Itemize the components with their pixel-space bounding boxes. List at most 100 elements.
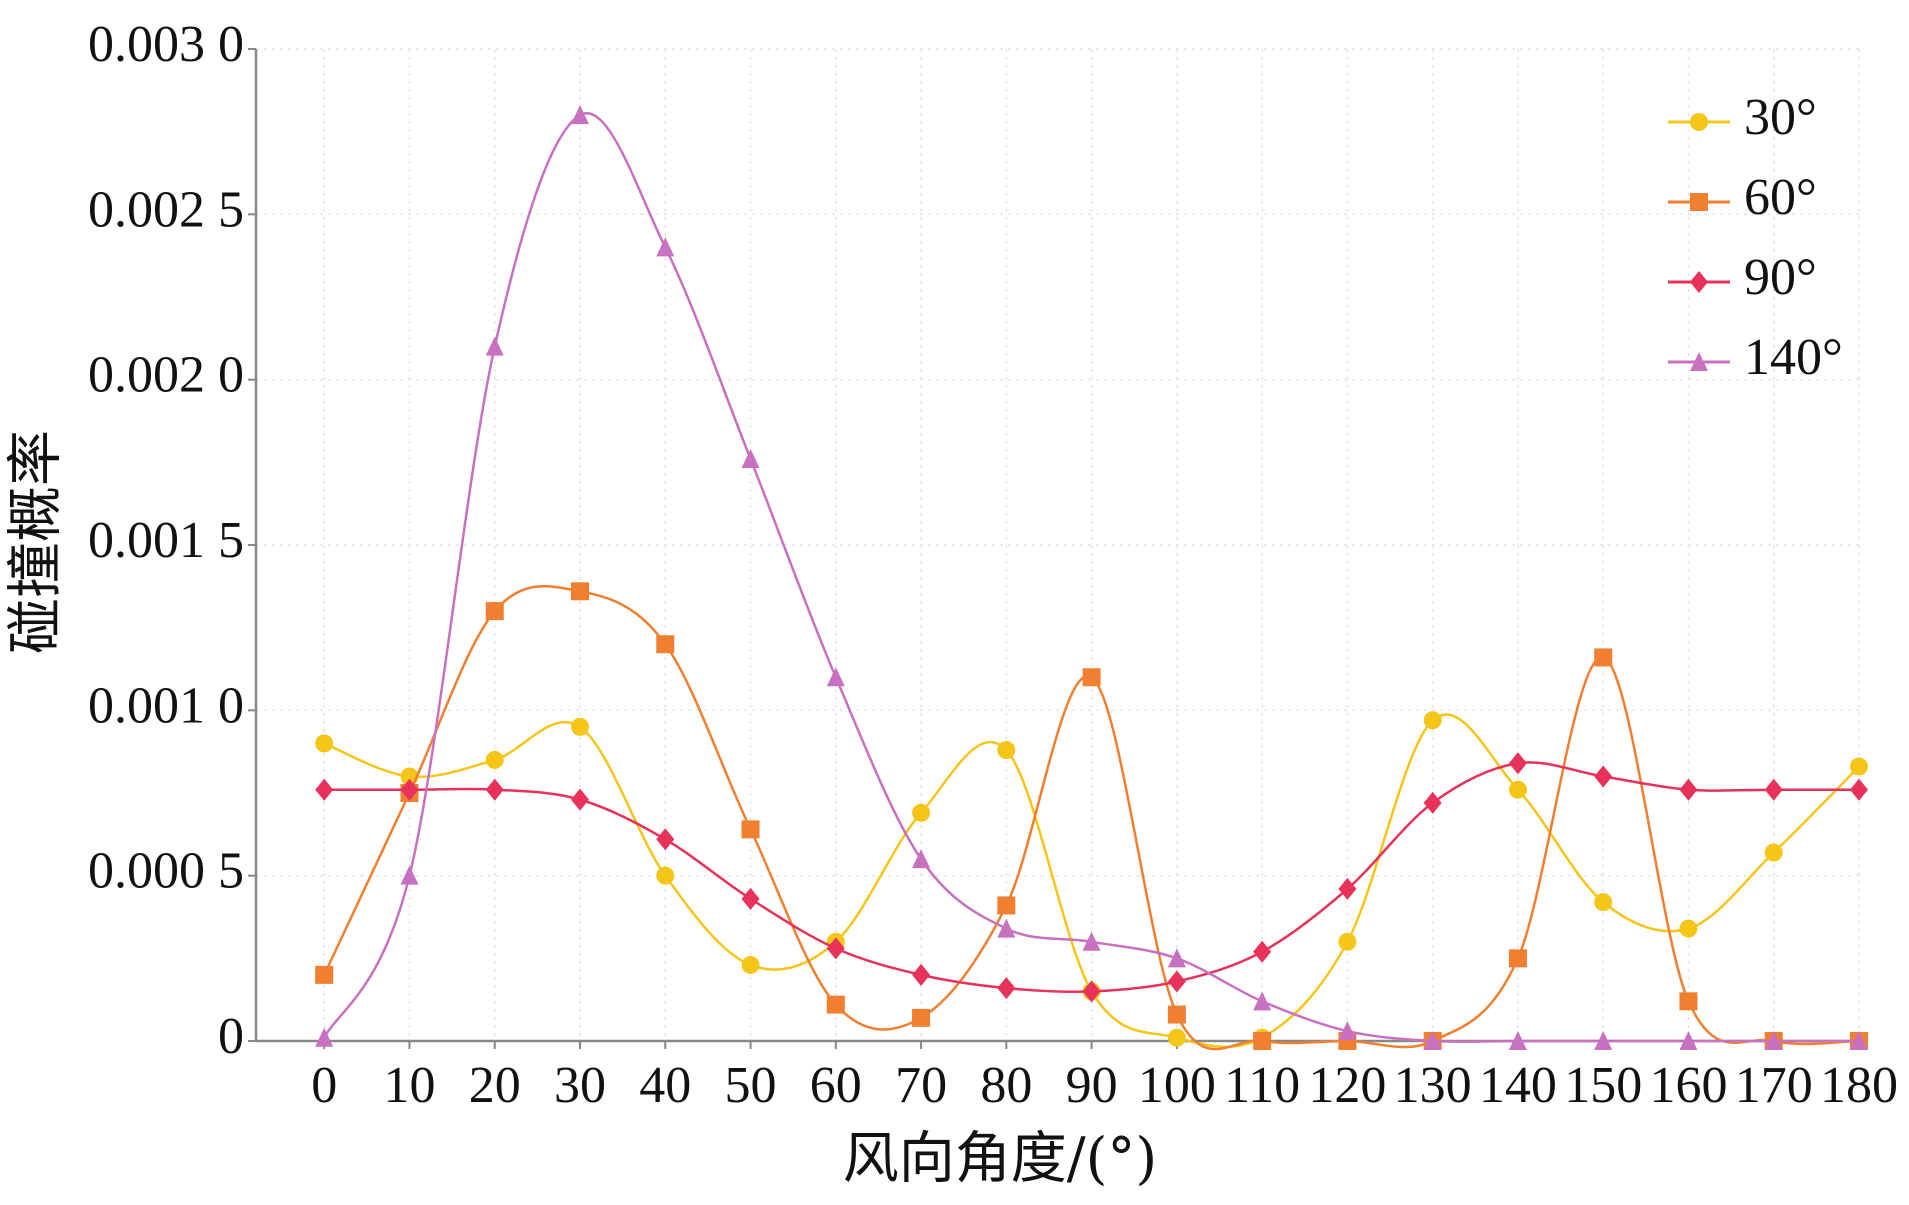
marker <box>1690 113 1708 131</box>
marker <box>656 635 675 654</box>
marker <box>1764 778 1783 801</box>
marker <box>997 896 1016 915</box>
marker <box>656 237 675 257</box>
x-tick-label: 120 <box>1308 1057 1386 1114</box>
marker <box>997 741 1016 760</box>
x-tick-label: 10 <box>383 1057 435 1114</box>
marker <box>1167 1028 1186 1047</box>
marker <box>1679 919 1698 938</box>
marker <box>826 995 845 1014</box>
marker <box>1764 1031 1783 1050</box>
y-tick-label: 0.002 5 <box>88 181 244 238</box>
marker <box>1423 1031 1442 1050</box>
marker <box>1423 711 1442 730</box>
marker <box>1594 648 1613 667</box>
marker <box>1423 791 1442 814</box>
marker <box>1082 931 1101 951</box>
y-tick-label: 0.001 0 <box>88 677 244 734</box>
y-tick-label: 0.002 0 <box>88 347 244 404</box>
x-tick-label: 110 <box>1224 1057 1300 1114</box>
legend: 30° 60° 90° 140° <box>1668 89 1843 386</box>
marker <box>315 1027 334 1047</box>
marker <box>485 778 504 801</box>
marker <box>741 449 760 469</box>
marker <box>1338 877 1357 900</box>
marker <box>571 105 590 125</box>
marker <box>1690 352 1708 371</box>
y-axis-title: 碰撞概率 <box>4 430 69 654</box>
marker <box>1679 1031 1698 1050</box>
marker <box>1082 980 1101 1003</box>
x-axis-title: 风向角度/(°) <box>843 1127 1158 1192</box>
x-tick-label: 180 <box>1820 1057 1898 1114</box>
legend-item: 30° <box>1668 89 1817 146</box>
marker <box>400 778 419 801</box>
y-tick-label: 0 <box>218 1008 244 1065</box>
marker <box>400 865 419 885</box>
marker <box>1167 1005 1186 1024</box>
y-tick-label: 0.001 5 <box>88 512 244 569</box>
marker <box>315 734 334 753</box>
marker <box>1253 940 1272 963</box>
marker <box>1594 893 1613 912</box>
marker <box>1508 752 1527 775</box>
y-tick-label: 0.003 0 <box>88 16 244 73</box>
x-tick-label: 50 <box>725 1057 777 1114</box>
marker <box>485 336 504 356</box>
y-tick-label: 0.000 5 <box>88 843 244 900</box>
marker <box>741 887 760 910</box>
marker <box>1764 843 1783 862</box>
marker <box>1082 668 1101 687</box>
x-tick-label: 80 <box>980 1057 1032 1114</box>
marker <box>741 955 760 974</box>
marker <box>912 1008 931 1027</box>
marker <box>741 820 760 839</box>
marker <box>1850 1031 1868 1050</box>
marker <box>1594 765 1613 788</box>
legend-item: 140° <box>1668 329 1843 386</box>
x-tick-label: 100 <box>1138 1057 1216 1114</box>
marker <box>1167 970 1186 993</box>
legend-label: 60° <box>1744 169 1817 226</box>
marker <box>1690 193 1708 211</box>
legend-item: 90° <box>1668 249 1817 306</box>
x-tick-label: 140 <box>1479 1057 1557 1114</box>
marker <box>656 866 675 885</box>
marker <box>997 977 1016 1000</box>
marker <box>997 918 1016 938</box>
marker <box>912 849 931 869</box>
marker <box>912 963 931 986</box>
legend-label: 30° <box>1744 89 1817 146</box>
marker <box>315 778 334 801</box>
x-tick-label: 20 <box>469 1057 521 1114</box>
legend-item: 60° <box>1668 169 1817 226</box>
marker <box>571 717 590 736</box>
x-tick-label: 90 <box>1066 1057 1118 1114</box>
legend-label: 140° <box>1744 329 1843 386</box>
x-tick-label: 170 <box>1735 1057 1813 1114</box>
marker <box>826 667 845 687</box>
marker <box>1850 778 1868 801</box>
marker <box>1850 757 1868 776</box>
marker <box>571 582 590 601</box>
marker <box>1253 1032 1272 1050</box>
marker <box>1253 991 1272 1011</box>
marker <box>1167 948 1186 968</box>
marker <box>1679 778 1698 801</box>
series-line <box>324 761 1859 993</box>
marker <box>1508 949 1527 968</box>
x-tick-label: 150 <box>1564 1057 1642 1114</box>
marker <box>1508 1031 1527 1050</box>
marker <box>1338 932 1357 951</box>
marker <box>315 965 334 984</box>
marker <box>571 788 590 811</box>
marker <box>1594 1031 1613 1050</box>
x-tick-label: 160 <box>1649 1057 1727 1114</box>
marker <box>1338 1021 1357 1041</box>
x-tick-label: 0 <box>311 1057 337 1114</box>
marker <box>485 602 504 621</box>
marker <box>826 937 845 960</box>
marker <box>912 803 931 822</box>
